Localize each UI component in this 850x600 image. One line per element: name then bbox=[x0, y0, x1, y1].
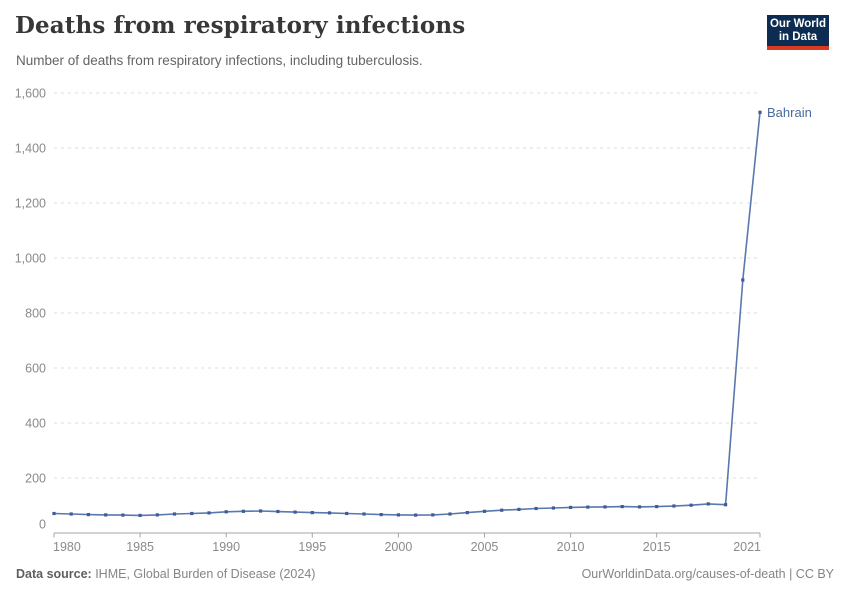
data-point[interactable] bbox=[551, 506, 555, 510]
data-point[interactable] bbox=[172, 512, 177, 516]
footer-link[interactable]: OurWorldinData.org/causes-of-death | CC … bbox=[581, 567, 834, 581]
chart-footer: Data source: IHME, Global Burden of Dise… bbox=[16, 567, 834, 581]
data-point[interactable] bbox=[758, 110, 762, 114]
data-point[interactable] bbox=[276, 509, 280, 514]
data-point[interactable] bbox=[327, 511, 332, 515]
data-point[interactable] bbox=[293, 510, 297, 514]
x-tick-label: 2005 bbox=[471, 540, 499, 554]
data-point[interactable] bbox=[362, 512, 366, 516]
data-point[interactable] bbox=[689, 503, 693, 507]
y-tick-label: 0 bbox=[39, 518, 46, 532]
data-point[interactable] bbox=[52, 511, 56, 516]
data-point[interactable] bbox=[517, 507, 521, 511]
data-point[interactable] bbox=[448, 512, 452, 516]
data-point[interactable] bbox=[741, 278, 745, 282]
x-tick-label: 1985 bbox=[126, 540, 154, 554]
data-point[interactable] bbox=[396, 513, 400, 517]
x-tick-label: 1990 bbox=[212, 540, 240, 554]
data-point[interactable] bbox=[637, 505, 642, 509]
data-point[interactable] bbox=[121, 513, 125, 517]
data-point[interactable] bbox=[500, 508, 504, 512]
owid-logo[interactable]: Our World in Data bbox=[767, 15, 829, 50]
y-tick-label: 1,600 bbox=[15, 87, 46, 101]
data-point[interactable] bbox=[69, 512, 73, 516]
data-point[interactable] bbox=[724, 503, 728, 507]
data-point[interactable] bbox=[482, 509, 487, 513]
y-tick-label: 1,000 bbox=[15, 252, 46, 266]
data-point[interactable] bbox=[86, 513, 90, 517]
x-tick-label: 2021 bbox=[733, 540, 761, 554]
owid-logo-red-bar bbox=[767, 46, 829, 50]
data-point[interactable] bbox=[414, 513, 418, 517]
data-point[interactable] bbox=[431, 513, 435, 517]
data-point[interactable] bbox=[655, 505, 659, 509]
data-point[interactable] bbox=[224, 510, 228, 514]
x-tick-label: 2000 bbox=[384, 540, 412, 554]
y-tick-label: 200 bbox=[25, 472, 46, 486]
chart-title: Deaths from respiratory infections bbox=[15, 12, 466, 39]
data-point[interactable] bbox=[259, 509, 263, 513]
data-point[interactable] bbox=[620, 505, 624, 509]
x-tick-label: 2010 bbox=[557, 540, 585, 554]
data-point[interactable] bbox=[104, 513, 108, 517]
data-point[interactable] bbox=[155, 513, 159, 517]
y-tick-label: 1,400 bbox=[15, 142, 46, 156]
x-tick-label: 1995 bbox=[298, 540, 326, 554]
data-source-label: Data source: bbox=[16, 567, 92, 581]
series-label-bahrain[interactable]: Bahrain bbox=[767, 105, 812, 120]
data-point[interactable] bbox=[465, 511, 469, 515]
owid-logo-text: Our World in Data bbox=[767, 15, 829, 46]
data-point[interactable] bbox=[379, 513, 383, 517]
data-point[interactable] bbox=[569, 505, 573, 509]
y-tick-label: 800 bbox=[25, 307, 46, 321]
chart-subtitle: Number of deaths from respiratory infect… bbox=[16, 53, 423, 68]
data-point[interactable] bbox=[345, 511, 349, 516]
data-point[interactable] bbox=[603, 505, 607, 509]
x-tick-label: 1980 bbox=[53, 540, 81, 554]
data-point[interactable] bbox=[241, 509, 245, 513]
data-point[interactable] bbox=[534, 506, 538, 511]
data-point[interactable] bbox=[138, 513, 142, 517]
y-tick-label: 400 bbox=[25, 417, 46, 431]
data-point[interactable] bbox=[310, 511, 314, 515]
data-source-text: IHME, Global Burden of Disease (2024) bbox=[91, 567, 316, 581]
data-point[interactable] bbox=[190, 511, 194, 516]
data-source-note: Data source: IHME, Global Burden of Dise… bbox=[16, 567, 315, 581]
data-point[interactable] bbox=[586, 505, 590, 509]
x-tick-label: 2015 bbox=[643, 540, 671, 554]
data-point[interactable] bbox=[706, 502, 710, 506]
data-point[interactable] bbox=[207, 511, 211, 515]
data-line-bahrain[interactable] bbox=[53, 112, 761, 517]
y-tick-label: 600 bbox=[25, 362, 46, 376]
y-tick-label: 1,200 bbox=[15, 197, 46, 211]
data-point[interactable] bbox=[672, 504, 676, 508]
